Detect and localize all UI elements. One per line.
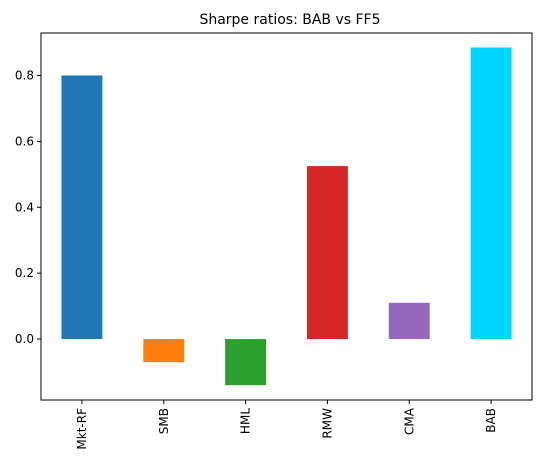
x-tick-label: RMW bbox=[320, 408, 334, 439]
bar-rmw bbox=[306, 166, 348, 340]
y-tick-label: 0.0 bbox=[15, 332, 34, 346]
x-axis: Mkt-RF SMB HML RMW CMA BAB bbox=[75, 400, 498, 450]
bar-mkt-rf bbox=[61, 75, 103, 340]
bars-group bbox=[61, 47, 512, 386]
bar-hml bbox=[225, 339, 267, 386]
x-tick-label: Mkt-RF bbox=[75, 408, 89, 450]
x-tick-label: HML bbox=[239, 408, 253, 434]
x-tick-label: CMA bbox=[402, 407, 416, 435]
bar-bab bbox=[470, 47, 512, 340]
plot-frame bbox=[40, 32, 533, 401]
y-tick-label: 0.6 bbox=[15, 134, 34, 148]
chart-title: Sharpe ratios: BAB vs FF5 bbox=[199, 12, 380, 28]
y-axis: 0.0 0.2 0.4 0.6 0.8 bbox=[15, 68, 41, 346]
bar-cma bbox=[388, 302, 430, 340]
x-tick-label: SMB bbox=[157, 408, 171, 434]
y-tick-label: 0.2 bbox=[15, 266, 34, 280]
x-tick-label: BAB bbox=[484, 408, 498, 433]
y-tick-label: 0.4 bbox=[15, 200, 34, 214]
y-tick-label: 0.8 bbox=[15, 68, 34, 82]
bar-smb bbox=[143, 339, 185, 363]
